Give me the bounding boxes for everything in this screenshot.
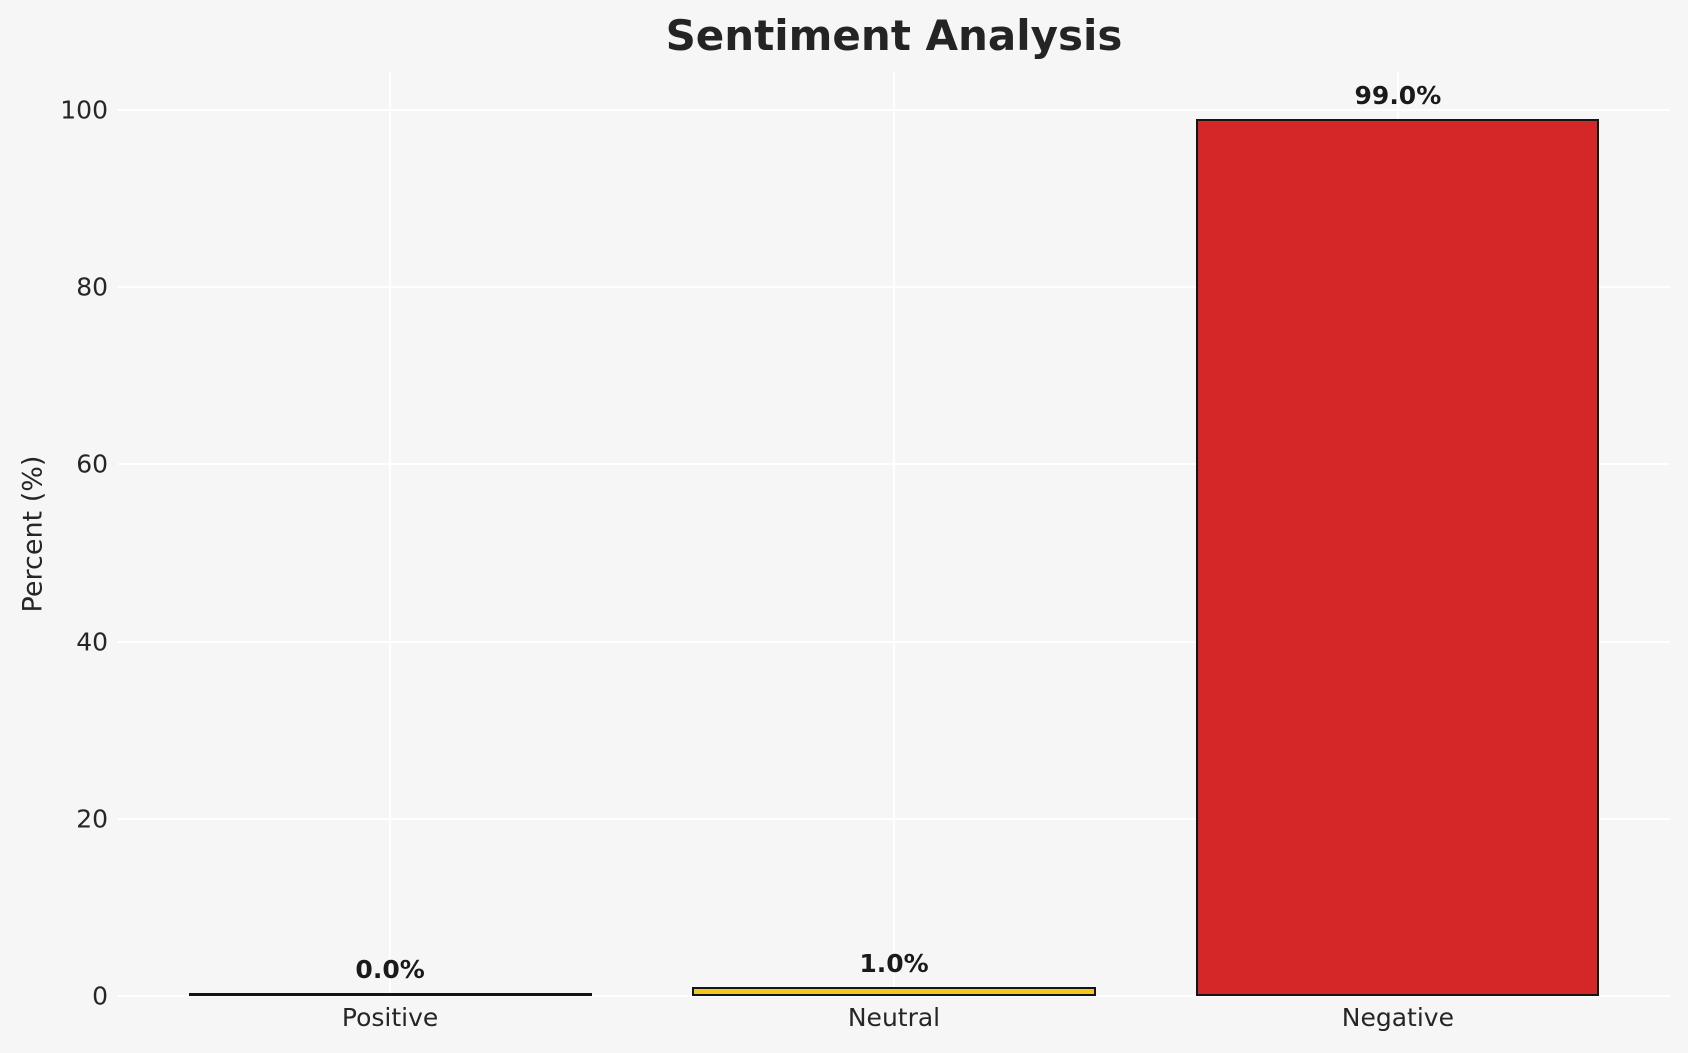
value-label-negative: 99.0% [1354,80,1442,110]
plot-area: 0 20 40 60 80 100 0.0% Positive 1.0% Neutral 99.0%… [60,72,1670,1032]
y-tick-label: 100 [60,95,108,125]
y-axis-label: Percent (%) [17,455,49,613]
value-label-positive: 0.0% [355,955,425,984]
y-tick-label: 20 [76,804,108,834]
x-tick-label-negative: Negative [1341,1003,1454,1032]
y-tick-label: 0 [92,981,108,1011]
y-tick-label: 60 [76,449,108,479]
bar-negative [1196,118,1600,996]
y-tick-label: 40 [76,627,108,657]
x-tick-label-positive: Positive [341,1003,439,1032]
x-gridline [389,72,392,996]
x-gridline [893,72,895,996]
bar-positive [188,993,592,996]
bar-neutral [692,987,1096,996]
y-gridline [118,995,1670,997]
y-tick-label: 80 [76,272,108,302]
value-label-neutral: 1.0% [859,949,929,979]
chart-title: Sentiment Analysis [665,11,1123,60]
x-tick-label-neutral: Neutral [847,1003,941,1032]
